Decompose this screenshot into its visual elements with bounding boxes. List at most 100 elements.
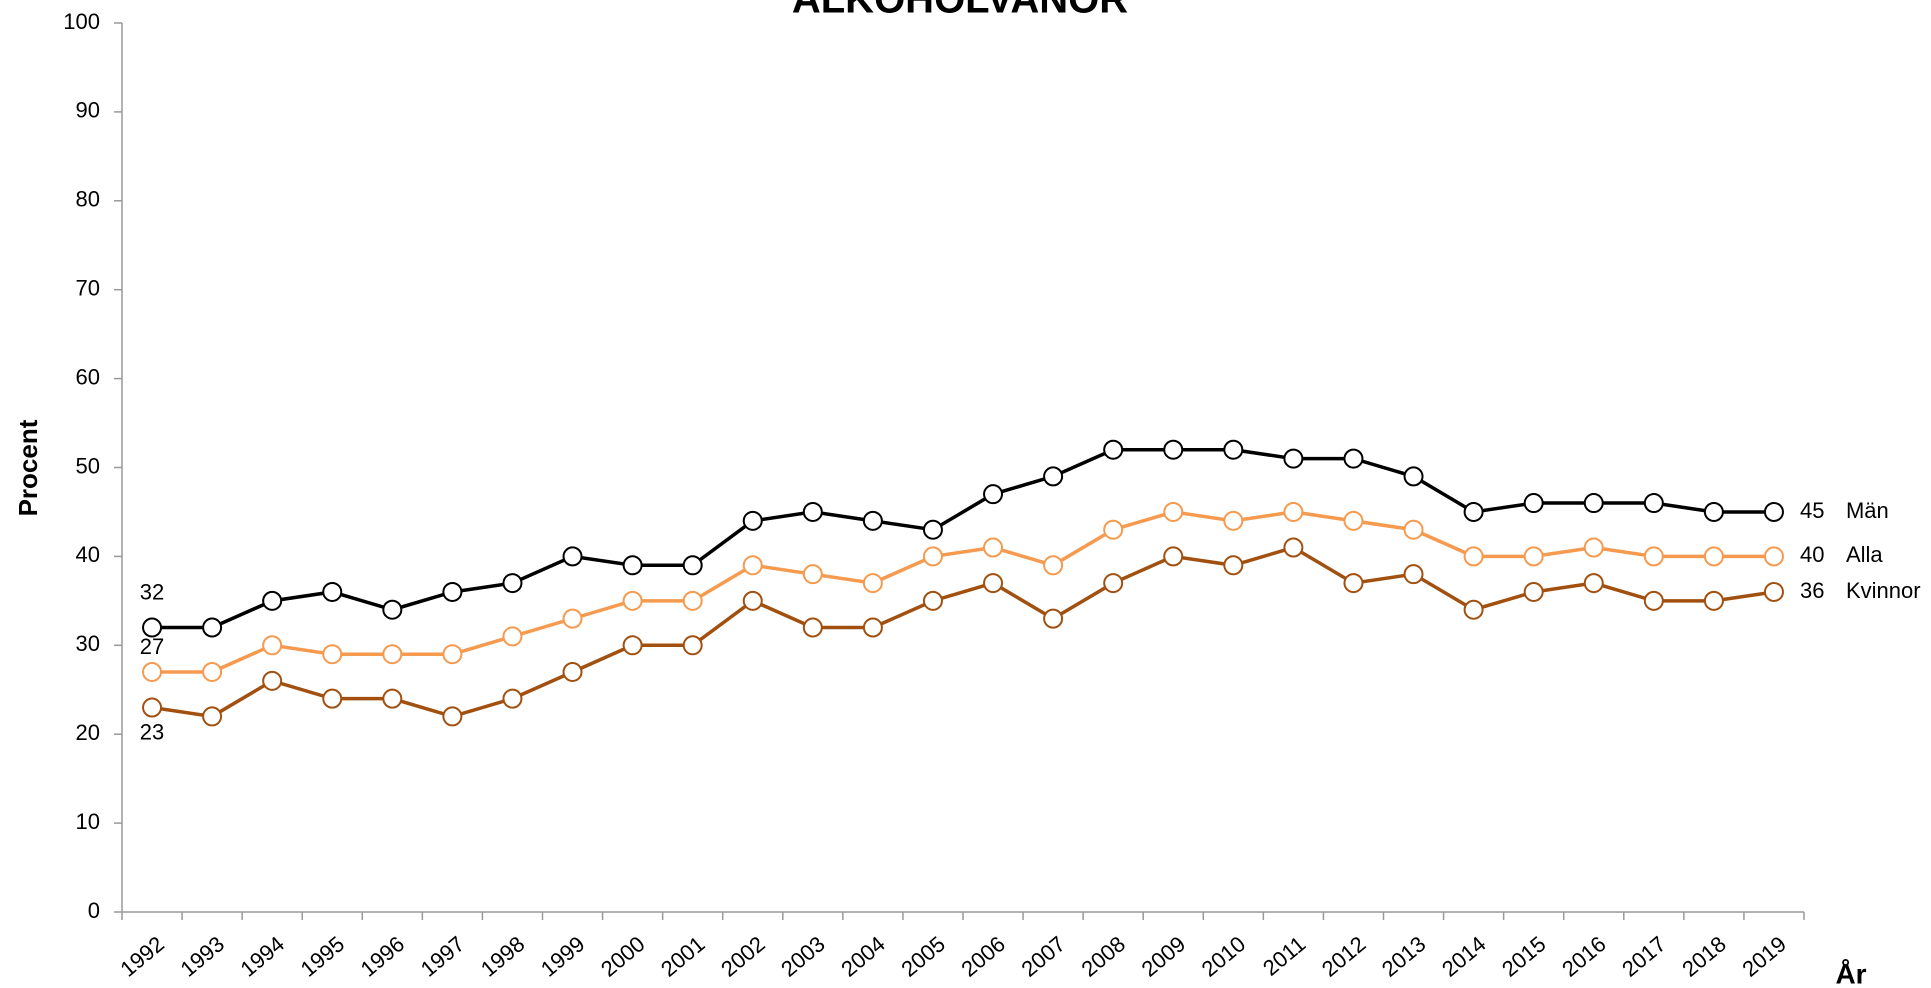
marker — [1223, 510, 1244, 531]
data-label: 45 — [1800, 498, 1824, 523]
y-tick-label: 50 — [76, 453, 100, 478]
x-tick-label: 2019 — [1737, 931, 1791, 982]
x-tick-label: 2003 — [776, 931, 830, 982]
marker — [1283, 501, 1304, 522]
marker — [983, 537, 1004, 558]
line — [152, 447, 1774, 630]
x-tick-label: 2004 — [836, 931, 890, 982]
marker — [1643, 493, 1664, 514]
marker — [622, 555, 643, 576]
marker — [262, 635, 283, 656]
data-label: 40 — [1800, 542, 1824, 567]
marker — [1163, 546, 1184, 567]
marker — [983, 573, 1004, 594]
marker — [862, 510, 883, 531]
x-tick-label: 2011 — [1258, 931, 1310, 981]
marker — [1283, 537, 1304, 558]
marker — [322, 644, 343, 665]
marker — [1163, 439, 1184, 460]
x-tick-label: 2005 — [896, 931, 950, 982]
marker — [622, 635, 643, 656]
marker — [802, 617, 823, 638]
marker — [142, 617, 163, 638]
marker — [382, 688, 403, 709]
marker — [1523, 493, 1544, 514]
x-tick-label: 2007 — [1016, 931, 1070, 982]
marker — [1343, 573, 1364, 594]
marker — [1583, 573, 1604, 594]
x-tick-label: 2008 — [1077, 931, 1131, 982]
marker — [1523, 581, 1544, 602]
marker — [1463, 501, 1484, 522]
y-tick-label: 60 — [76, 364, 100, 389]
marker — [442, 706, 463, 727]
marker — [262, 590, 283, 611]
marker — [1523, 546, 1544, 567]
x-tick-label: 2006 — [956, 931, 1010, 982]
marker — [442, 581, 463, 602]
marker — [1463, 546, 1484, 567]
x-tick-label: 2015 — [1497, 931, 1551, 982]
data-label: 32 — [140, 579, 164, 604]
y-tick-label: 80 — [76, 187, 100, 212]
marker — [142, 661, 163, 682]
marker — [1703, 590, 1724, 611]
marker — [382, 644, 403, 665]
y-tick-label: 20 — [76, 720, 100, 745]
marker — [682, 555, 703, 576]
marker — [1403, 564, 1424, 585]
marker — [1703, 546, 1724, 567]
line — [151, 545, 1775, 719]
marker — [1583, 537, 1604, 558]
marker — [1043, 555, 1064, 576]
marker — [1043, 608, 1064, 629]
marker — [562, 661, 583, 682]
marker — [262, 670, 283, 691]
marker — [742, 590, 763, 611]
data-label: 27 — [140, 634, 164, 659]
marker — [1103, 573, 1124, 594]
marker — [682, 635, 703, 656]
x-tick-label: 2012 — [1317, 931, 1371, 982]
marker — [682, 590, 703, 611]
legend-label: Män — [1846, 498, 1889, 523]
marker — [562, 546, 583, 567]
marker — [1763, 581, 1784, 602]
x-tick-label: 1993 — [175, 931, 229, 982]
chart-title: ALKOHOLVANOR — [792, 0, 1128, 22]
y-axis-label: Procent — [13, 419, 43, 516]
marker — [142, 697, 163, 718]
x-tick-label: 2016 — [1557, 931, 1611, 982]
marker — [862, 617, 883, 638]
x-tick-label: 1997 — [416, 931, 470, 982]
marker — [1583, 493, 1604, 514]
x-tick-label: 2000 — [596, 931, 650, 982]
data-label: 36 — [1800, 578, 1824, 603]
marker — [1463, 599, 1484, 620]
x-tick-label: 2001 — [656, 931, 710, 982]
marker — [202, 706, 223, 727]
marker — [502, 573, 523, 594]
marker — [1763, 546, 1784, 567]
x-tick-label: 2010 — [1197, 931, 1251, 982]
x-tick-label: 1998 — [476, 931, 530, 982]
marker — [382, 599, 403, 620]
marker — [202, 617, 223, 638]
marker — [1343, 510, 1364, 531]
marker — [202, 661, 223, 682]
marker — [1703, 501, 1724, 522]
x-tick-label: 2002 — [716, 931, 770, 982]
y-tick-label: 40 — [76, 542, 100, 567]
marker — [1223, 555, 1244, 576]
x-tick-label: 2017 — [1617, 931, 1671, 982]
marker — [1163, 501, 1184, 522]
marker — [322, 581, 343, 602]
marker — [322, 688, 343, 709]
marker — [1223, 439, 1244, 460]
marker — [802, 564, 823, 585]
x-tick-label: 2009 — [1137, 931, 1191, 982]
marker — [802, 501, 823, 522]
data-label: 23 — [140, 719, 164, 744]
marker — [922, 590, 943, 611]
marker — [742, 510, 763, 531]
